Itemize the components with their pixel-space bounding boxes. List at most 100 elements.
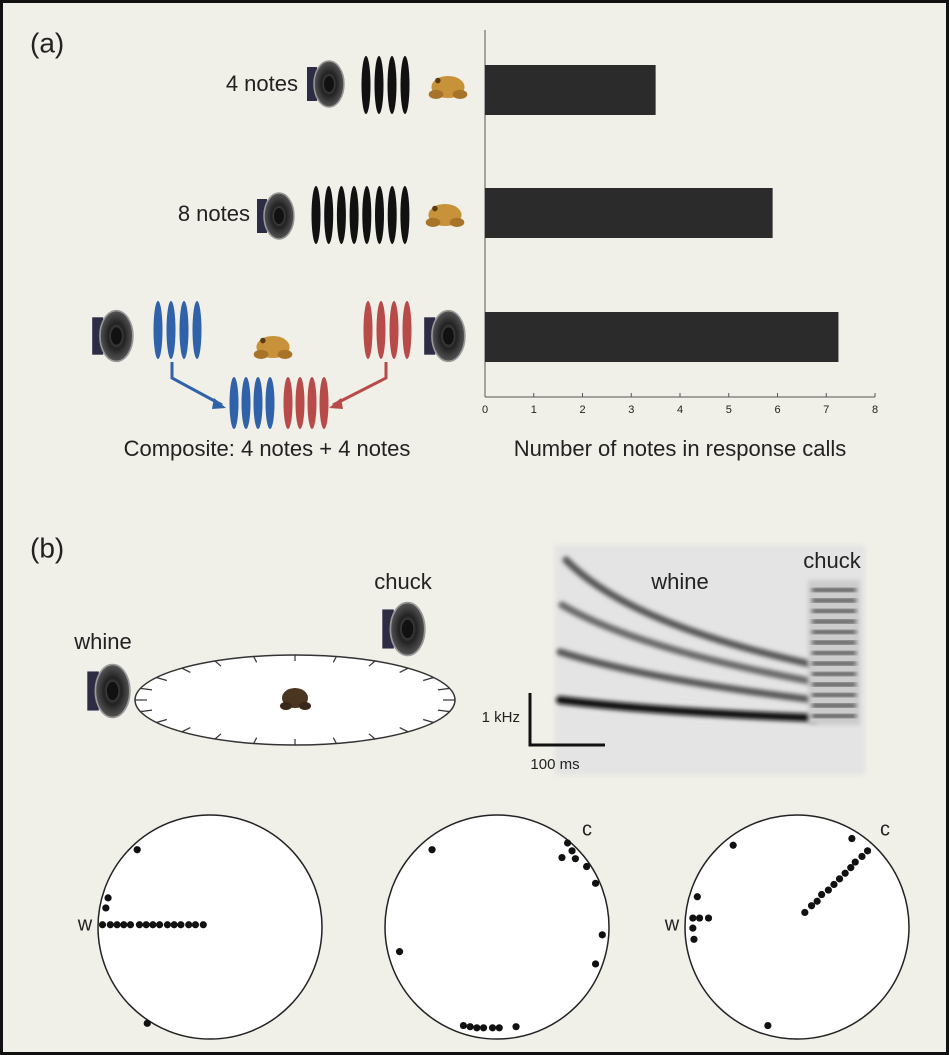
point (808, 902, 815, 909)
scale-label: 1 kHz (482, 709, 520, 726)
band (812, 714, 856, 718)
category-label: 4 notes (226, 71, 298, 96)
point (842, 870, 849, 877)
direction-label: c (880, 818, 890, 840)
point (801, 909, 808, 916)
spectrogram-label: chuck (803, 548, 861, 573)
band (812, 651, 856, 655)
bar (485, 312, 838, 362)
point (489, 1024, 496, 1031)
point (730, 842, 737, 849)
point (558, 854, 565, 861)
panel-label: (b) (30, 532, 64, 563)
point (99, 921, 106, 928)
point (144, 1020, 151, 1027)
arena-circle (385, 815, 609, 1039)
point (177, 921, 184, 928)
note (388, 56, 397, 114)
band (812, 704, 856, 708)
point (143, 921, 150, 928)
note (377, 301, 386, 359)
x-tick-label: 2 (579, 404, 585, 416)
band (812, 641, 856, 645)
x-tick-label: 1 (531, 404, 537, 416)
note (400, 186, 409, 244)
point (496, 1024, 503, 1031)
note (337, 186, 346, 244)
point (156, 921, 163, 928)
point (396, 948, 403, 955)
point (818, 891, 825, 898)
note (167, 301, 176, 359)
point (107, 921, 114, 928)
note (320, 377, 329, 429)
band (812, 609, 856, 613)
point (694, 893, 701, 900)
point (599, 931, 606, 938)
x-tick-label: 7 (823, 404, 829, 416)
note (362, 186, 371, 244)
x-tick-label: 0 (482, 404, 488, 416)
note (193, 301, 202, 359)
point (164, 921, 171, 928)
x-tick-label: 8 (872, 404, 878, 416)
band (812, 620, 856, 624)
band (812, 683, 856, 687)
band (812, 693, 856, 697)
point (848, 835, 855, 842)
bar (485, 188, 773, 238)
point (830, 881, 837, 888)
point (568, 847, 575, 854)
note (180, 301, 189, 359)
point (120, 921, 127, 928)
point (512, 1023, 519, 1030)
bar (485, 65, 656, 115)
point (847, 864, 854, 871)
point (858, 853, 865, 860)
point (171, 921, 178, 928)
spectrogram-label: whine (650, 569, 708, 594)
point (200, 921, 207, 928)
direction-label: w (77, 913, 93, 935)
note (230, 377, 239, 429)
point (149, 921, 156, 928)
band (812, 599, 856, 603)
point (104, 894, 111, 901)
point (460, 1022, 467, 1029)
point (836, 875, 843, 882)
note (254, 377, 263, 429)
point (428, 846, 435, 853)
category-label: 8 notes (178, 201, 250, 226)
point (134, 846, 141, 853)
band (812, 662, 856, 666)
point (113, 921, 120, 928)
note (266, 377, 275, 429)
note (312, 186, 321, 244)
x-tick-label: 3 (628, 404, 634, 416)
point (825, 886, 832, 893)
note (375, 186, 384, 244)
point (696, 914, 703, 921)
point (185, 921, 192, 928)
x-tick-label: 5 (726, 404, 732, 416)
point (592, 960, 599, 967)
point (592, 880, 599, 887)
panel-label: (a) (30, 27, 64, 58)
point (705, 914, 712, 921)
band (812, 672, 856, 676)
category-label: Composite: 4 notes + 4 notes (124, 436, 411, 461)
arena-circle (685, 815, 909, 1039)
note (401, 56, 410, 114)
arena-label: whine (73, 629, 131, 654)
scale-label: 100 ms (530, 756, 579, 773)
point (136, 921, 143, 928)
arena-label: chuck (374, 569, 432, 594)
x-tick-label: 4 (677, 404, 683, 416)
note (375, 56, 384, 114)
point (473, 1024, 480, 1031)
note (154, 301, 163, 359)
note (364, 301, 373, 359)
point (102, 904, 109, 911)
point (467, 1023, 474, 1030)
note (390, 301, 399, 359)
